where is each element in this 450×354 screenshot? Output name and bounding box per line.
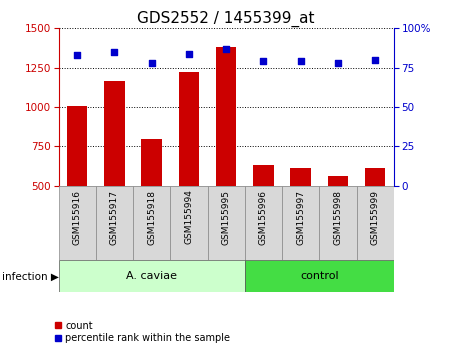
Point [73,52,81,58]
Text: GSM155997: GSM155997 [296,190,305,245]
Bar [58,260,245,292]
Bar [328,176,348,264]
Bar [245,186,282,260]
Bar [356,186,394,260]
Point [372,57,379,63]
Point [334,60,342,66]
Title: GDS2552 / 1455399_at: GDS2552 / 1455399_at [137,11,315,27]
Bar [245,260,394,292]
Bar [104,81,125,264]
Bar [179,73,199,264]
Bar [319,186,356,260]
Text: GSM155916: GSM155916 [72,190,81,245]
Text: GSM155996: GSM155996 [259,190,268,245]
Point [222,46,230,52]
Bar [141,139,162,264]
Legend: count, percentile rank within the sample: count, percentile rank within the sample [50,317,234,347]
Bar [207,186,245,260]
Text: GSM155917: GSM155917 [110,190,119,245]
Bar [365,168,385,264]
Bar [253,165,274,264]
Bar [67,105,87,264]
Text: GSM155994: GSM155994 [184,190,194,245]
Point [260,58,267,64]
Point [297,58,304,64]
Text: GSM155995: GSM155995 [221,190,230,245]
Bar [282,186,319,260]
Bar [290,168,311,264]
Bar [133,186,170,260]
Point [148,60,155,66]
Text: GSM155999: GSM155999 [371,190,380,245]
Bar [170,186,207,260]
Bar [96,186,133,260]
Point [185,51,193,56]
Text: control: control [300,271,338,281]
Text: GSM155918: GSM155918 [147,190,156,245]
Text: A. caviae: A. caviae [126,271,177,281]
Bar [58,186,96,260]
Point [111,49,118,55]
Text: GSM155998: GSM155998 [333,190,342,245]
Bar [216,47,236,264]
Text: infection ▶: infection ▶ [2,272,59,282]
